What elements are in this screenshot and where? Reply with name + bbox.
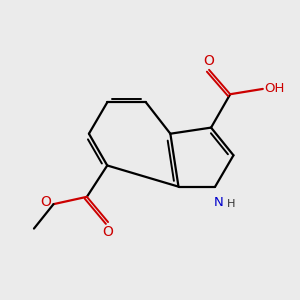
Text: OH: OH [264, 82, 285, 94]
Text: N: N [214, 196, 223, 208]
Text: O: O [40, 195, 51, 209]
Text: O: O [203, 54, 214, 68]
Text: O: O [103, 224, 113, 239]
Text: H: H [227, 199, 236, 209]
